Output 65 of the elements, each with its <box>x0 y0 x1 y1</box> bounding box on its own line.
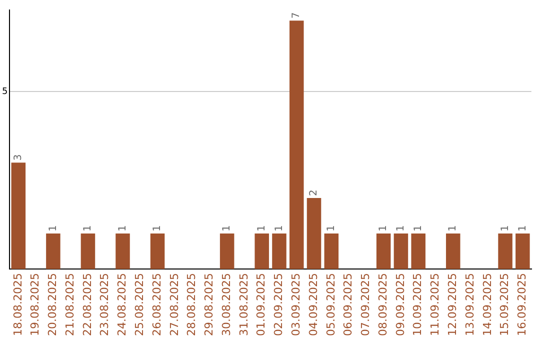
x-tick-label: 13.09.2025 <box>463 273 476 336</box>
data-label: 1 <box>378 225 390 232</box>
bar <box>498 234 512 270</box>
data-label: 7 <box>291 12 302 19</box>
bar <box>150 234 165 270</box>
x-tick-label: 11.09.2025 <box>428 273 442 336</box>
x-tick-label: 12.09.2025 <box>446 273 459 336</box>
data-label: 1 <box>412 225 424 232</box>
x-tick-label: 28.08.2025 <box>185 273 198 336</box>
data-label: 1 <box>326 225 337 232</box>
x-tick-label: 04.09.2025 <box>306 273 320 336</box>
bar <box>116 234 130 270</box>
data-label: 1 <box>48 225 59 232</box>
bar <box>516 234 530 270</box>
bar <box>289 20 304 270</box>
bar <box>220 234 234 270</box>
x-tick-label: 02.09.2025 <box>272 273 286 336</box>
data-label: 1 <box>448 225 459 232</box>
x-tick-label: 20.08.2025 <box>46 273 60 336</box>
x-tick-label: 05.09.2025 <box>324 273 338 336</box>
x-tick-label: 31.08.2025 <box>237 273 250 336</box>
y-tick-label: 5 <box>2 86 8 97</box>
x-tick-label: 03.09.2025 <box>289 273 302 336</box>
x-tick-label: 06.09.2025 <box>342 273 355 336</box>
x-tick-label: 23.08.2025 <box>98 273 112 336</box>
data-label: 1 <box>117 225 128 232</box>
data-label: 1 <box>82 225 94 232</box>
data-label: 3 <box>13 154 24 161</box>
bar <box>324 234 339 270</box>
x-tick-label: 08.09.2025 <box>376 273 390 336</box>
x-tick-label: 01.09.2025 <box>254 273 268 336</box>
bar <box>80 234 96 270</box>
x-tick-label: 18.08.2025 <box>11 273 24 336</box>
bar <box>46 234 60 270</box>
x-tick-label: 16.09.2025 <box>516 273 529 336</box>
bar <box>376 234 391 270</box>
x-tick-label: 24.08.2025 <box>116 273 129 336</box>
x-tick-label: 22.08.2025 <box>80 273 94 336</box>
data-label: 2 <box>308 190 320 196</box>
bar <box>272 234 286 270</box>
bar <box>411 234 426 270</box>
data-label: 1 <box>500 225 511 232</box>
bar <box>446 234 460 270</box>
data-label: 1 <box>222 225 233 232</box>
x-tick-label: 09.09.2025 <box>394 273 407 336</box>
x-tick-label: 15.09.2025 <box>498 273 512 336</box>
x-tick-label: 27.08.2025 <box>168 273 181 336</box>
x-tick-label: 25.08.2025 <box>132 273 146 336</box>
data-label: 1 <box>274 225 285 232</box>
x-tick-label: 29.08.2025 <box>202 273 216 336</box>
x-tick-label: 26.08.2025 <box>150 273 164 336</box>
data-label: 1 <box>256 225 268 232</box>
data-label: 1 <box>396 225 407 232</box>
bar <box>394 234 408 270</box>
data-label: 1 <box>152 225 164 232</box>
x-tick-label: 10.09.2025 <box>411 273 424 336</box>
bar <box>254 234 269 270</box>
x-tick-label: 19.08.2025 <box>28 273 42 336</box>
x-tick-label: 07.09.2025 <box>359 273 372 336</box>
bar <box>306 198 322 270</box>
x-tick-label: 14.09.2025 <box>480 273 494 336</box>
x-tick-label: 21.08.2025 <box>63 273 76 336</box>
data-label: 1 <box>517 225 528 232</box>
bar <box>11 162 26 270</box>
x-tick-label: 30.08.2025 <box>220 273 233 336</box>
